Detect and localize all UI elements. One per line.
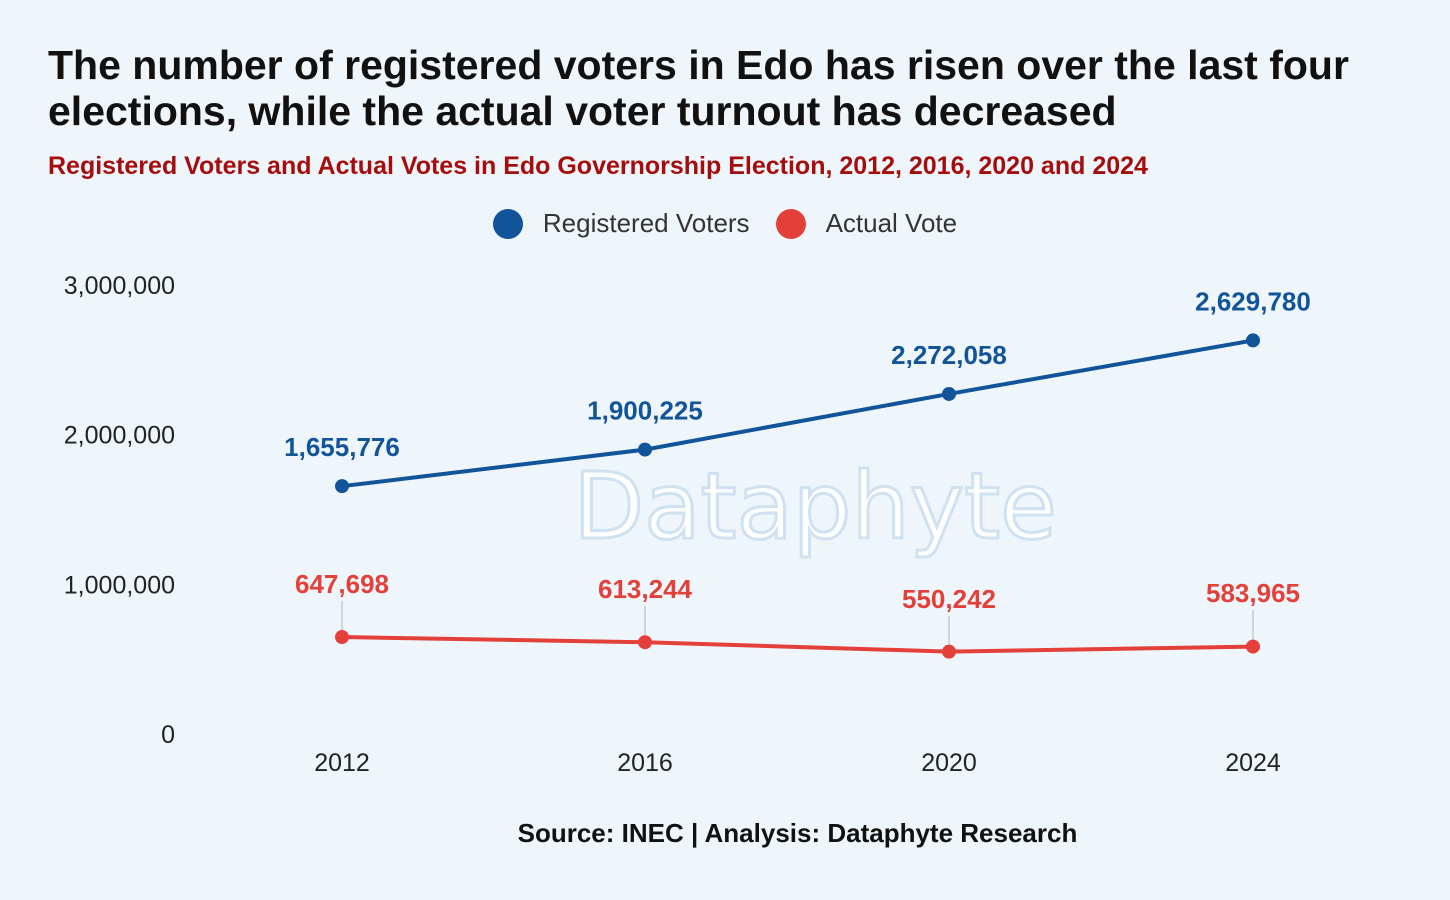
legend-label-registered: Registered Voters	[542, 208, 750, 238]
data-points	[335, 333, 1260, 659]
actual-vote-line	[341, 635, 1254, 654]
label-leader-lines	[341, 601, 1254, 646]
registered-voters-point[interactable]	[1246, 333, 1260, 348]
chart-legend: Registered Voters Actual Vote	[0, 208, 1450, 239]
registered-voters-data-label: 2,629,780	[1195, 286, 1311, 316]
chart-title: The number of registered voters in Edo h…	[48, 42, 1349, 134]
watermark-text: Dataphyte	[573, 453, 1057, 560]
registered-voters-point[interactable]	[335, 479, 349, 494]
data-labels: 1,655,776 1,900,225 2,272,058 2,629,780 647,…	[284, 286, 1311, 614]
legend-item-registered[interactable]: Registered Voters	[492, 208, 750, 239]
registered-voters-data-label: 1,655,776	[284, 432, 400, 462]
y-axis: 0 1,000,000 2,000,000 3,000,000	[64, 272, 175, 749]
series-lines	[341, 338, 1254, 654]
actual-vote-point[interactable]	[638, 635, 652, 650]
registered-voters-line	[341, 338, 1254, 489]
registered-voters-data-label: 2,272,058	[891, 340, 1007, 370]
chart-subtitle: Registered Voters and Actual Votes in Ed…	[48, 152, 1148, 180]
actual-vote-data-label: 613,244	[598, 574, 693, 604]
x-axis: 2012 2016 2020 2024	[314, 749, 1281, 777]
x-tick-label: 2024	[1225, 749, 1281, 777]
actual-vote-data-label: 550,242	[902, 584, 996, 614]
x-tick-label: 2020	[921, 749, 977, 777]
y-tick-label: 3,000,000	[64, 272, 175, 300]
legend-item-actual[interactable]: Actual Vote	[775, 208, 958, 239]
legend-marker-actual	[775, 208, 806, 239]
actual-vote-data-label: 647,698	[295, 569, 389, 599]
actual-vote-point[interactable]	[942, 644, 956, 659]
source-note: Source: INEC | Analysis: Dataphyte Resea…	[517, 818, 1078, 848]
x-tick-label: 2012	[314, 749, 370, 777]
watermark: Dataphyte	[572, 452, 1059, 562]
actual-vote-point[interactable]	[1246, 639, 1260, 654]
legend-label-actual: Actual Vote	[825, 208, 958, 238]
legend-marker-registered	[492, 208, 523, 239]
registered-voters-point[interactable]	[942, 386, 956, 401]
y-tick-label: 2,000,000	[64, 422, 175, 450]
registered-voters-point[interactable]	[638, 442, 652, 457]
registered-voters-data-label: 1,900,225	[587, 396, 703, 426]
y-tick-label: 1,000,000	[64, 571, 175, 599]
y-tick-label: 0	[161, 721, 175, 749]
actual-vote-data-label: 583,965	[1206, 578, 1300, 608]
actual-vote-point[interactable]	[335, 630, 349, 645]
x-tick-label: 2016	[617, 749, 673, 777]
